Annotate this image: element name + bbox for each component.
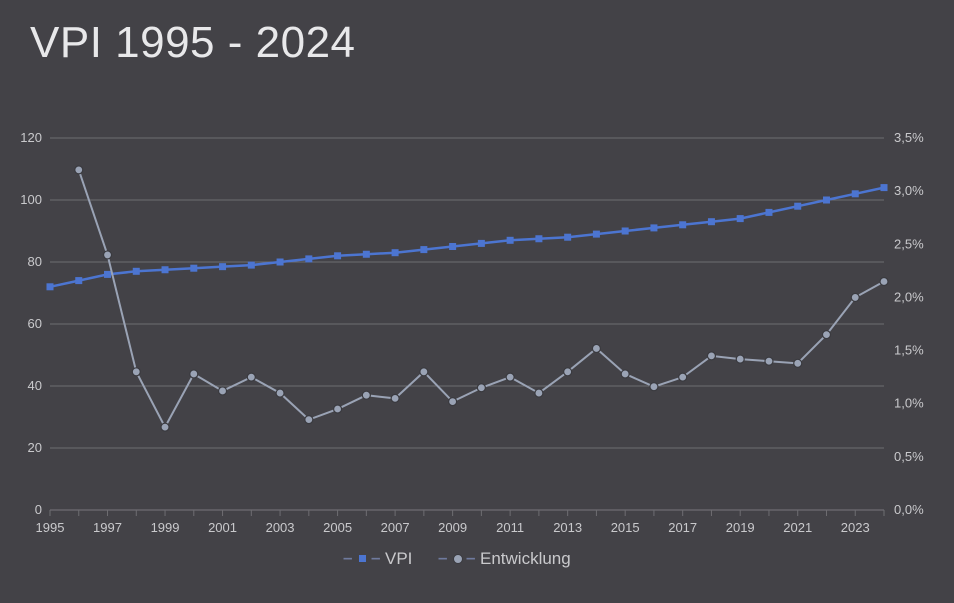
chart-title: VPI 1995 - 2024 <box>30 18 356 68</box>
svg-text:100: 100 <box>20 192 42 207</box>
svg-text:40: 40 <box>28 378 42 393</box>
svg-text:1999: 1999 <box>151 520 180 535</box>
svg-text:2015: 2015 <box>611 520 640 535</box>
svg-text:0,5%: 0,5% <box>894 449 924 464</box>
svg-text:1,5%: 1,5% <box>894 343 924 358</box>
svg-text:60: 60 <box>28 316 42 331</box>
svg-text:0,0%: 0,0% <box>894 502 924 517</box>
svg-text:2011: 2011 <box>496 520 524 535</box>
svg-text:2013: 2013 <box>553 520 582 535</box>
svg-text:3,5%: 3,5% <box>894 130 924 145</box>
svg-text:1995: 1995 <box>36 520 65 535</box>
svg-text:1997: 1997 <box>93 520 122 535</box>
svg-text:2017: 2017 <box>668 520 697 535</box>
svg-text:2009: 2009 <box>438 520 467 535</box>
svg-text:80: 80 <box>28 254 42 269</box>
svg-text:–: – <box>371 548 380 567</box>
chart-container: 1995 1997 1999 2001 2003 2005 2007 2009 2011 2013… <box>12 130 942 590</box>
svg-text:0: 0 <box>35 502 42 517</box>
svg-text:–: – <box>438 548 447 567</box>
svg-text:120: 120 <box>20 130 42 145</box>
svg-text:20: 20 <box>28 440 42 455</box>
svg-text:2,5%: 2,5% <box>894 236 924 251</box>
chart-svg: 1995 1997 1999 2001 2003 2005 2007 2009 2011 2013… <box>12 130 942 590</box>
svg-text:2003: 2003 <box>266 520 295 535</box>
svg-text:2007: 2007 <box>381 520 410 535</box>
svg-text:2021: 2021 <box>783 520 812 535</box>
svg-text:3,0%: 3,0% <box>894 183 924 198</box>
svg-text:–: – <box>343 548 352 567</box>
svg-text:1,0%: 1,0% <box>894 396 924 411</box>
svg-text:2023: 2023 <box>841 520 870 535</box>
svg-text:VPI: VPI <box>385 549 412 568</box>
svg-text:2005: 2005 <box>323 520 352 535</box>
svg-text:2,0%: 2,0% <box>894 289 924 304</box>
svg-text:Entwicklung: Entwicklung <box>480 549 571 568</box>
svg-text:2019: 2019 <box>726 520 755 535</box>
svg-text:2001: 2001 <box>208 520 237 535</box>
svg-text:–: – <box>466 548 475 567</box>
